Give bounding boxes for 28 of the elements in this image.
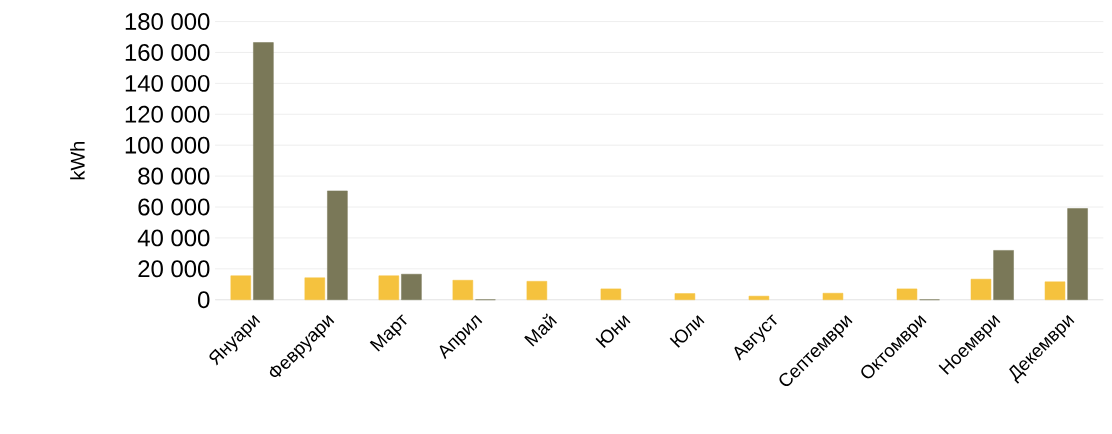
bar [674, 293, 696, 301]
bar [452, 280, 474, 301]
bar [1067, 208, 1088, 301]
y-tick-label: 40 000 [137, 229, 210, 247]
y-tick-label: 120 000 [125, 105, 210, 123]
bar [378, 275, 400, 301]
bar [822, 293, 844, 301]
y-tick-label: 180 000 [125, 13, 210, 31]
bar [304, 277, 326, 301]
y-tick-label: 60 000 [138, 198, 210, 216]
bar [993, 250, 1014, 301]
bar [230, 275, 252, 301]
y-tick-label: 140 000 [125, 74, 210, 92]
y-tick-label: 20 000 [138, 260, 210, 278]
y-tick-label: 100 000 [125, 136, 210, 154]
y-axis-title: kWh [70, 142, 85, 180]
bar [600, 288, 622, 301]
y-tick-label: 80 000 [138, 167, 210, 185]
bar [748, 295, 770, 301]
y-tick-label: 0 [198, 291, 210, 309]
bar [526, 281, 548, 301]
bar [253, 42, 274, 301]
bar [327, 190, 348, 301]
y-tick-label: 160 000 [125, 44, 210, 61]
bar [970, 278, 992, 301]
bar [1044, 281, 1066, 301]
bar [401, 274, 422, 301]
bar [896, 288, 918, 301]
